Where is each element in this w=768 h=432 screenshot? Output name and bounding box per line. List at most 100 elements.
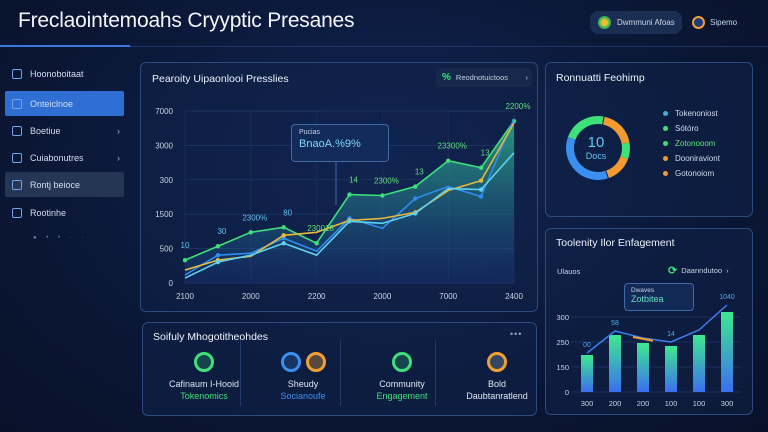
- data-point: [281, 233, 286, 238]
- community-pill-button[interactable]: Dwmmuni Afoas: [590, 11, 682, 34]
- bar-tooltip-label: Dwaves: [631, 287, 655, 294]
- data-label: 30: [217, 227, 226, 236]
- donut-panel: [545, 62, 753, 217]
- data-point: [380, 193, 385, 198]
- legend-label: Zotonooom: [675, 139, 716, 148]
- feature-card[interactable]: Sheudy Socianoufe: [255, 352, 351, 401]
- donut-chart: [566, 116, 630, 180]
- sidebar-item-label: Boetiue: [30, 125, 61, 136]
- x-tick-label: 100: [693, 399, 706, 408]
- user-label: Sipemo: [710, 18, 738, 27]
- pill-label: Dwmmuni Afoas: [617, 18, 675, 27]
- engagement-filter-label: Daanndutoo: [681, 266, 723, 275]
- feature-line1: Community: [379, 379, 425, 389]
- percent-icon: %: [442, 72, 451, 83]
- bar-tooltip: Dwaves Zotbitea: [624, 283, 694, 311]
- sidebar-item-label: Cuiabonutres: [30, 152, 84, 163]
- sidebar-item-label: Onteiclnoe: [30, 98, 74, 109]
- x-tick-label: 2200: [308, 292, 326, 301]
- chevron-right-icon: ›: [726, 266, 729, 275]
- data-point: [248, 230, 253, 235]
- bar-label: 14: [667, 331, 675, 338]
- data-label: 2300%: [374, 177, 399, 186]
- data-label: 13: [481, 149, 490, 158]
- y-tick-label: 150: [556, 363, 569, 372]
- lock-icon: [12, 98, 22, 109]
- sidebar-item-2[interactable]: Boetiue ›: [5, 118, 124, 143]
- sidebar-item-1[interactable]: Onteiclnoe: [5, 91, 124, 116]
- feature-card[interactable]: Bold Daubtanratlend: [449, 352, 545, 401]
- sidebar-item-5[interactable]: Rootinhe: [5, 200, 124, 225]
- data-point: [215, 259, 221, 265]
- data-point: [478, 194, 484, 199]
- feature-line2: Engagement: [376, 391, 428, 401]
- feature-line1: Bold: [487, 379, 506, 389]
- y-tick-label: 250: [556, 338, 569, 347]
- data-point: [215, 252, 221, 258]
- sidebar-pagination-dots[interactable]: ● • • · ·: [33, 235, 88, 241]
- y-tick-label: 1500: [155, 210, 173, 219]
- legend-label: Sótóro: [675, 124, 699, 133]
- chevron-right-icon: ›: [117, 125, 120, 136]
- data-point: [347, 192, 352, 197]
- bar: [721, 312, 733, 392]
- bar: [665, 346, 677, 392]
- data-label: 14: [349, 176, 358, 185]
- trend-line: [586, 304, 728, 354]
- header-accent: [0, 45, 130, 47]
- feature-divider: [340, 340, 341, 406]
- y-tick-label: 0: [169, 279, 174, 288]
- x-tick-label: 2100: [176, 292, 194, 301]
- data-label: 230018: [307, 224, 334, 233]
- main-chart-filter-button[interactable]: % Reodnotuictoos ›: [436, 68, 532, 87]
- donut-slice-3: [605, 155, 629, 179]
- data-point: [478, 178, 484, 183]
- award-icon: [305, 352, 326, 372]
- sidebar-item-0[interactable]: Hoonoboitaat: [5, 61, 124, 86]
- bar: [693, 335, 705, 392]
- bar-label: 58: [611, 320, 619, 327]
- shield-icon: [194, 352, 214, 372]
- feature-divider: [435, 340, 436, 406]
- sidebar-item-label: Rontj beioce: [30, 179, 81, 190]
- data-point: [281, 241, 286, 246]
- x-tick-label: 100: [665, 399, 678, 408]
- legend-dot: [663, 126, 668, 131]
- x-tick-label: 2400: [505, 292, 523, 301]
- main-chart-title: Pearoity Uipaonlooi Presslies: [152, 73, 289, 85]
- legend-item: Zotonooom: [663, 136, 720, 151]
- bar-chart: 0 150 250 300 300 00 200 58 200 100 14 100 300 1040: [556, 294, 741, 408]
- y-tick-label: 300: [556, 313, 569, 322]
- y-tick-label: 500: [160, 245, 174, 254]
- legend-item: Dooniraviont: [663, 151, 720, 166]
- globe-icon: [12, 125, 22, 136]
- more-options-icon[interactable]: •••: [510, 329, 523, 339]
- y-tick-label: 0: [565, 388, 569, 397]
- feature-line1: Sheudy: [287, 379, 319, 389]
- sidebar-item-4[interactable]: Rontj beioce: [5, 172, 124, 197]
- tooltip-label: Pucias: [299, 129, 321, 136]
- y-tick-label: 300: [160, 176, 174, 185]
- donut-slice-0: [567, 116, 604, 141]
- message-icon: [12, 179, 22, 190]
- donut-slice-2: [620, 142, 630, 159]
- chevron-right-icon: ›: [117, 152, 120, 163]
- user-menu[interactable]: Sipemo: [692, 11, 737, 34]
- data-point: [413, 184, 418, 189]
- bar-label: 00: [583, 342, 591, 349]
- feature-card[interactable]: Cafinaum I-Hooid Tokenomics: [156, 352, 252, 401]
- features-title: Soifuly Mhogotitheohdes: [153, 331, 268, 343]
- area-fill: [185, 120, 514, 283]
- bag-icon: [487, 352, 507, 372]
- smile-icon: [280, 352, 301, 372]
- legend-dot: [663, 171, 668, 176]
- line-chart: 0 500 1500 300 3000 7000 2100 2000 2200 2000 7000 2…: [155, 102, 530, 301]
- engagement-filter-button[interactable]: ⟳ Daanndutoo ›: [668, 264, 729, 277]
- data-point: [182, 257, 188, 263]
- sidebar-item-3[interactable]: Cuiabonutres ›: [5, 145, 124, 170]
- data-point: [347, 219, 352, 224]
- feature-card[interactable]: Community Engagement: [354, 352, 450, 401]
- legend-label: Gotonoiom: [675, 169, 715, 178]
- legend-item: Gotonoiom: [663, 166, 720, 181]
- tooltip-value: BnaoA.%9%: [299, 138, 361, 150]
